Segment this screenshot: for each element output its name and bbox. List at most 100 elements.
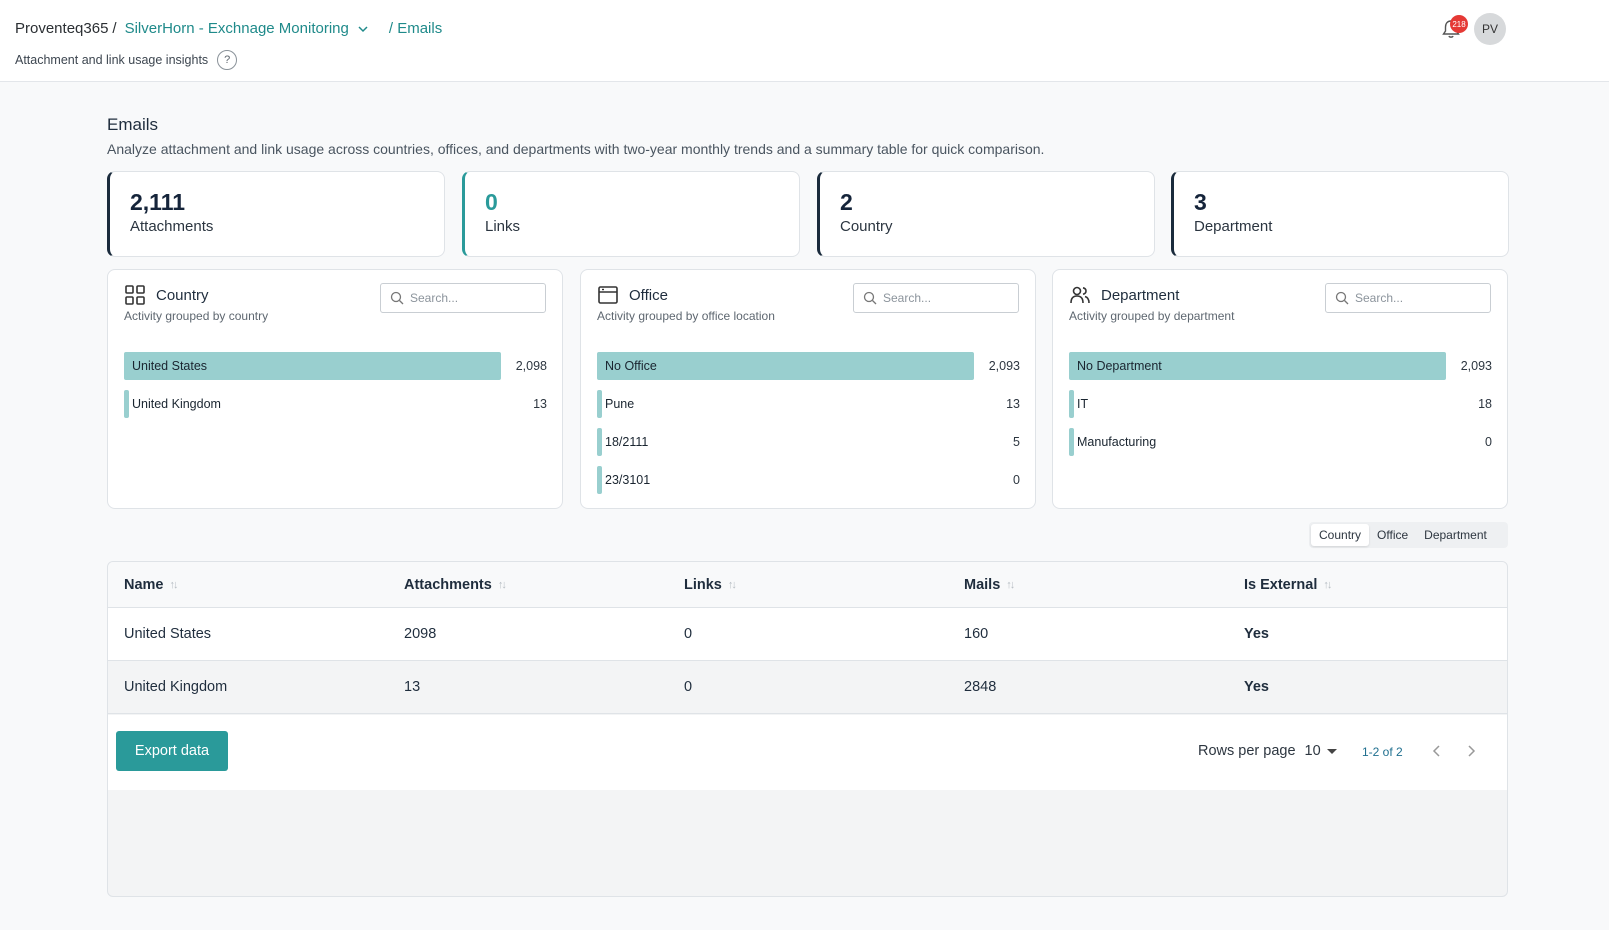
search-placeholder: Search... bbox=[883, 291, 932, 305]
list-item[interactable]: United Kingdom 13 bbox=[124, 390, 547, 418]
search-icon bbox=[1335, 291, 1349, 305]
bar-label: IT bbox=[1077, 397, 1089, 411]
stat-label: Country bbox=[840, 218, 893, 236]
cell-mails: 2848 bbox=[964, 679, 997, 695]
cell-name: United States bbox=[124, 626, 212, 642]
column-header-links[interactable]: Links ↑↓ bbox=[684, 577, 737, 593]
cell-attachments: 13 bbox=[404, 679, 421, 695]
bar-value: 5 bbox=[1013, 435, 1020, 449]
list-item[interactable]: No Office 2,093 bbox=[597, 352, 1020, 380]
avatar[interactable]: PV bbox=[1474, 13, 1506, 45]
list-item[interactable]: Manufacturing 0 bbox=[1069, 428, 1492, 456]
bar-fill bbox=[1069, 390, 1074, 418]
rows-per-page-select[interactable]: 10 bbox=[1305, 743, 1337, 759]
cell-links: 0 bbox=[684, 626, 693, 642]
bar-label: United Kingdom bbox=[132, 397, 221, 411]
cell-attachments: 2098 bbox=[404, 626, 437, 642]
sort-icon[interactable]: ↑↓ bbox=[727, 579, 737, 591]
chevron-down-icon[interactable] bbox=[357, 23, 369, 35]
bar-label: Manufacturing bbox=[1077, 435, 1157, 449]
page-subtitle: Attachment and link usage insights ? bbox=[15, 50, 238, 70]
list-item[interactable]: No Department 2,093 bbox=[1069, 352, 1492, 380]
panel-title: Country bbox=[156, 286, 209, 304]
column-header-name[interactable]: Name ↑↓ bbox=[124, 577, 179, 593]
list-item[interactable]: 23/3101 0 bbox=[597, 466, 1020, 494]
column-label: Name bbox=[124, 577, 164, 593]
column-label: Mails bbox=[964, 577, 1001, 593]
notification-badge: 218 bbox=[1450, 15, 1468, 33]
stat-value: 0 bbox=[485, 189, 498, 215]
sort-icon[interactable]: ↑↓ bbox=[497, 579, 507, 591]
toggle-office[interactable]: Office bbox=[1377, 528, 1409, 542]
bar-value: 13 bbox=[1006, 397, 1020, 411]
breadcrumb-separator: / bbox=[112, 20, 117, 37]
browser-window-icon bbox=[598, 286, 618, 304]
list-item[interactable]: United States 2,098 bbox=[124, 352, 547, 380]
bar-value: 13 bbox=[533, 397, 547, 411]
country-search-input[interactable]: Search... bbox=[380, 283, 546, 313]
page-description: Analyze attachment and link usage across… bbox=[107, 141, 1045, 157]
subtitle-text: Attachment and link usage insights bbox=[15, 53, 209, 67]
bar-fill bbox=[124, 352, 501, 380]
panel-header: Department bbox=[1069, 284, 1179, 306]
office-search-input[interactable]: Search... bbox=[853, 283, 1019, 313]
toggle-department[interactable]: Department bbox=[1424, 528, 1487, 542]
breadcrumb-root[interactable]: Proventeq365 bbox=[15, 20, 109, 37]
stat-card-country: 2 Country bbox=[817, 171, 1155, 257]
bar-value: 2,093 bbox=[1460, 359, 1492, 373]
toggle-country[interactable]: Country bbox=[1311, 524, 1370, 546]
chevron-left-icon[interactable] bbox=[1428, 742, 1446, 760]
project-selector[interactable]: SilverHorn - Exchnage Monitoring bbox=[124, 20, 349, 37]
stat-value: 3 bbox=[1194, 189, 1207, 215]
caret-down-icon bbox=[1326, 748, 1337, 754]
column-header-attachments[interactable]: Attachments ↑↓ bbox=[404, 577, 507, 593]
bar-label: United States bbox=[132, 359, 208, 373]
column-label: Links bbox=[684, 577, 722, 593]
cell-is-external: Yes bbox=[1244, 679, 1269, 695]
column-label: Is External bbox=[1244, 577, 1318, 593]
bar-label: Pune bbox=[605, 397, 635, 411]
bar-fill bbox=[1069, 352, 1446, 380]
sort-icon[interactable]: ↑↓ bbox=[1323, 579, 1332, 591]
breadcrumb: Proventeq365 / SilverHorn - Exchnage Mon… bbox=[15, 20, 442, 37]
rows-per-page-label: Rows per page bbox=[1198, 743, 1296, 759]
bar-value: 0 bbox=[1485, 435, 1492, 449]
bar-fill bbox=[597, 428, 602, 456]
bar-value: 0 bbox=[1013, 473, 1020, 487]
bar-fill bbox=[597, 352, 974, 380]
rows-per-page: Rows per page 10 bbox=[1198, 743, 1337, 759]
stat-card-attachments: 2,111 Attachments bbox=[107, 171, 445, 257]
department-panel: Department Activity grouped by departmen… bbox=[1052, 269, 1508, 509]
sort-icon[interactable]: ↑↓ bbox=[169, 579, 179, 591]
office-panel: Office Activity grouped by office locati… bbox=[580, 269, 1036, 509]
bar-value: 2,093 bbox=[988, 359, 1020, 373]
panel-subtitle: Activity grouped by office location bbox=[597, 309, 775, 323]
list-item[interactable]: Pune 13 bbox=[597, 390, 1020, 418]
search-placeholder: Search... bbox=[410, 291, 459, 305]
help-icon[interactable]: ? bbox=[217, 50, 238, 70]
list-item[interactable]: IT 18 bbox=[1069, 390, 1492, 418]
column-header-mails[interactable]: Mails ↑↓ bbox=[964, 577, 1015, 593]
table-row[interactable]: United Kingdom 13 0 2848 Yes bbox=[108, 661, 1507, 714]
cell-name: United Kingdom bbox=[124, 679, 228, 695]
summary-table: Name ↑↓ Attachments ↑↓ Links ↑↓ Mails ↑↓ Is … bbox=[107, 561, 1508, 897]
stat-card-links: 0 Links bbox=[462, 171, 800, 257]
bar-label: 18/2111 bbox=[605, 435, 649, 449]
export-data-button[interactable]: Export data bbox=[116, 731, 228, 771]
list-item[interactable]: 18/2111 5 bbox=[597, 428, 1020, 456]
view-toggle: Country Office Department bbox=[1309, 522, 1508, 548]
table-row[interactable]: United States 2098 0 160 Yes bbox=[108, 608, 1507, 661]
top-bar: Proventeq365 / SilverHorn - Exchnage Mon… bbox=[0, 0, 1609, 82]
bar-label: No Office bbox=[605, 359, 657, 373]
column-header-is-external[interactable]: Is External ↑↓ bbox=[1244, 577, 1332, 593]
chevron-right-icon[interactable] bbox=[1462, 742, 1480, 760]
bar-value: 18 bbox=[1478, 397, 1492, 411]
department-search-input[interactable]: Search... bbox=[1325, 283, 1491, 313]
stat-card-department: 3 Department bbox=[1171, 171, 1509, 257]
bar-label: No Department bbox=[1077, 359, 1162, 373]
panel-title: Office bbox=[629, 286, 668, 304]
bar-value: 2,098 bbox=[515, 359, 547, 373]
bar-fill bbox=[124, 390, 129, 418]
cell-links: 0 bbox=[684, 679, 693, 695]
sort-icon[interactable]: ↑↓ bbox=[1006, 579, 1015, 591]
